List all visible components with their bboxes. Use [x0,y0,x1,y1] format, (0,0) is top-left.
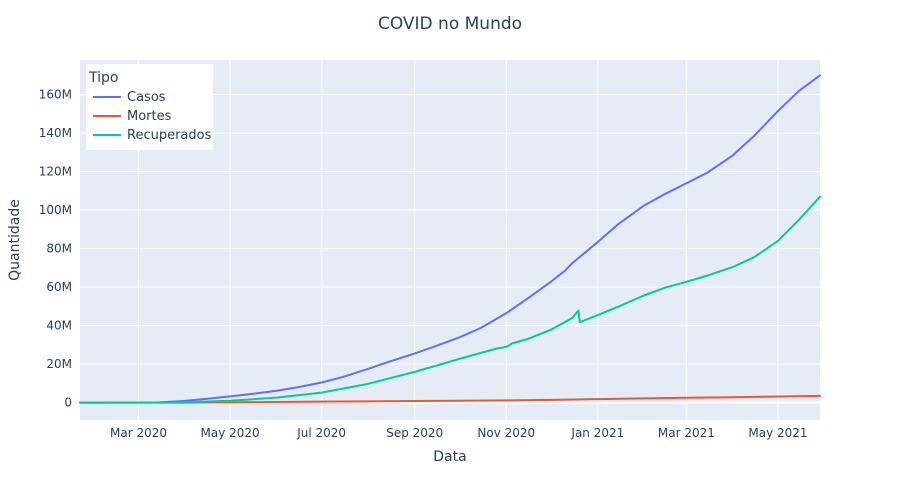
y-tick-label: 80M [46,242,72,256]
y-tick-label: 160M [39,88,72,102]
x-tick-label: Nov 2020 [477,426,535,440]
chart-title: COVID no Mundo [378,14,522,34]
y-tick-label: 20M [46,357,72,371]
y-axis-title: Quantidade [7,199,23,281]
x-tick-label: Mar 2021 [658,426,715,440]
y-tick-label: 100M [39,203,72,217]
x-tick-label: May 2021 [748,426,807,440]
series-line-mortes [79,394,821,404]
x-axis-title: Data [433,449,466,465]
series-line-recuperados [79,195,821,404]
x-tick-label: Sep 2020 [386,426,443,440]
x-tick-label: Jul 2020 [296,426,346,440]
y-tick-label: 0 [64,396,72,410]
legend-label-casos: Casos [127,90,166,105]
series-layer [79,74,821,404]
tick-layer: 0 20M 40M 60M 80M 100M 120M 140M 160M Mar 2020 May… [39,88,808,440]
series-line-casos [79,74,821,404]
legend-label-mortes: Mortes [127,109,172,124]
legend: Tipo Casos Mortes Recuperados [86,64,213,150]
y-tick-label: 60M [46,280,72,294]
y-tick-label: 140M [39,126,72,140]
x-tick-label: Jan 2021 [570,426,624,440]
y-tick-label: 120M [39,165,72,179]
x-tick-label: Mar 2020 [110,426,167,440]
legend-label-recuperados: Recuperados [127,128,212,143]
grid-layer [80,60,820,420]
legend-title: Tipo [88,70,118,86]
x-tick-label: May 2020 [201,426,260,440]
y-tick-label: 40M [46,319,72,333]
